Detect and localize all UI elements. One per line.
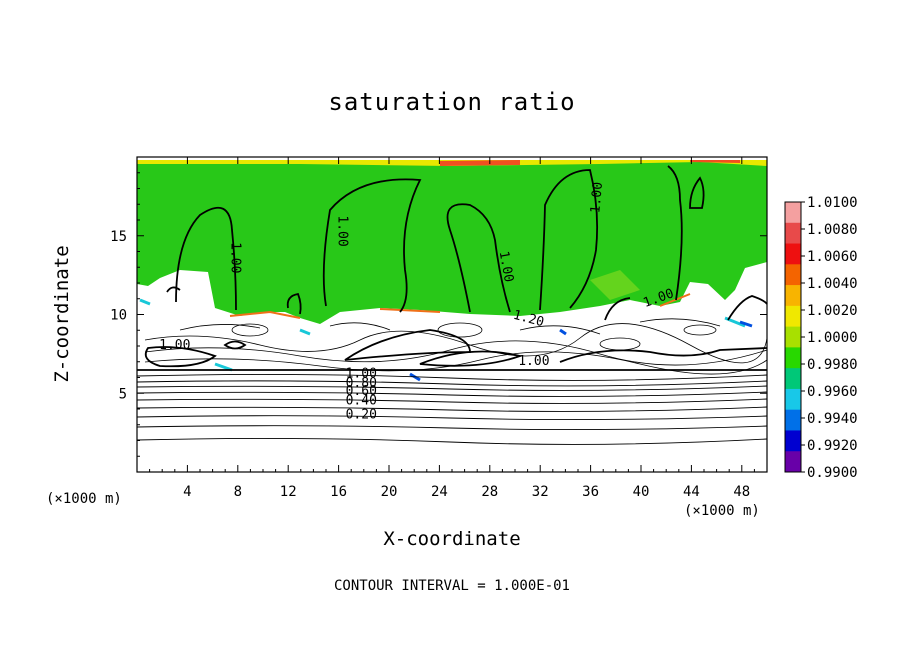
contour-label: 1.00 [335,215,350,246]
colorbar-swatch [785,326,801,348]
x-tick-label: 32 [532,484,549,500]
cloud-edge-orange [229,293,691,319]
colorbar-tick-label: 1.0100 [807,195,858,211]
contour-label: 0.20 [346,407,377,422]
contour-labels: 1.001.001.001.001.001.001.201.001.000.80… [159,181,676,422]
contour-label: 0.80 [346,376,377,391]
colorbar-swatch [785,409,801,431]
top-white-band [137,157,767,160]
contour-label: 1.00 [346,367,377,382]
x-tick-label: 8 [234,484,242,500]
y-tick-label: 10 [110,308,127,324]
colorbar-tick-label: 0.9940 [807,411,858,427]
colorbar-swatch [785,285,801,307]
x-tick-label: 36 [582,484,599,500]
colorbar-swatch [785,243,801,265]
contour-label: 1.00 [518,354,549,369]
thick-contours [137,165,768,371]
x-tick-label: 48 [733,484,750,500]
contour-label: 1.00 [159,338,190,353]
colorbar-swatch [785,347,801,369]
colorbar-swatch [785,430,801,452]
colorbar-swatch [785,388,801,411]
y-tick-label: 5 [119,386,127,402]
green-highlight [590,270,640,300]
contour-interval-note: CONTOUR INTERVAL = 1.000E-01 [333,578,570,594]
colorbar-tick-label: 1.0080 [807,222,858,238]
colorbar-tick-label: 1.0060 [807,249,858,265]
colorbar-tick-label: 0.9900 [807,465,858,481]
x-tick-label: 24 [431,484,448,500]
x-axis-label: X-coordinate [383,528,521,550]
contour-label: 0.60 [346,384,377,399]
colorbar-tick-label: 0.9920 [807,438,858,454]
colorbar-swatch [785,451,801,473]
x-tick-label: 16 [330,484,347,500]
top-hot-band [440,158,740,166]
colorbar-tick-label: 0.9960 [807,384,858,400]
colorbar-swatch [785,202,801,224]
colorbar-tick-label: 1.0040 [807,276,858,292]
contour-label: 0.40 [346,393,377,408]
layer-contours [136,373,768,445]
chart-title: saturation ratio [328,88,576,116]
x-tick-label: 20 [381,484,398,500]
cloud-contours [144,318,768,375]
x-tick-label: 28 [481,484,498,500]
x-tick-label: 40 [633,484,650,500]
cloud-edge-cyan [139,298,746,372]
contour-label: 1.00 [588,181,606,214]
contour-label: 1.00 [496,250,516,283]
colorbar-swatch [785,222,801,245]
x-unit-left: (×1000 m) [46,491,122,507]
colorbar-tick-label: 1.0020 [807,303,858,319]
x-unit-right: (×1000 m) [684,503,760,519]
colorbar-tick-label: 1.0000 [807,330,858,346]
colorbar: 1.0100 1.0080 1.0060 1.0040 1.0020 1.0000 0.99… [784,195,858,481]
colorbar-swatch [785,305,801,328]
colorbar-tick-label: 0.9980 [807,357,858,373]
colorbar-swatch [785,368,801,390]
y-tick-label: 15 [110,229,127,245]
x-tick-label: 44 [683,484,700,500]
colorbar-swatch [785,264,801,286]
x-tick-label: 12 [280,484,297,500]
contour-label: 1.00 [228,242,243,273]
x-tick-label: 4 [183,484,191,500]
